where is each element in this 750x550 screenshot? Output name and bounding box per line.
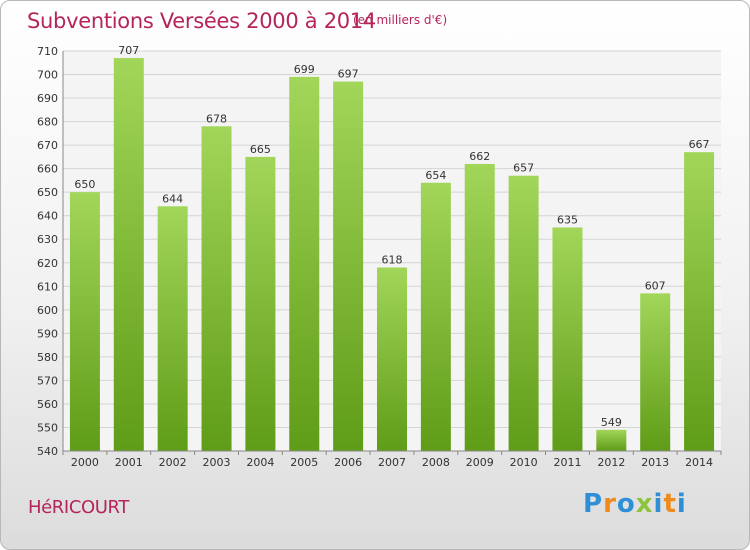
y-tick-label: 590 xyxy=(37,327,58,340)
x-tick-label: 2005 xyxy=(290,456,318,469)
axes: 540 550 560 570 580 590 600 610 620 630 640 650 660 6… xyxy=(37,45,722,469)
x-tick-label: 2012 xyxy=(597,456,625,469)
bar-2010 xyxy=(508,175,539,452)
bar-2009 xyxy=(464,163,495,452)
bar-2000 xyxy=(69,192,100,452)
x-tick-label: 2008 xyxy=(422,456,450,469)
x-tick-label: 2014 xyxy=(685,456,713,469)
bars: 650 707 644 678 665 699 697 618 654 662 657 635 549 6… xyxy=(69,44,715,452)
data-label: 678 xyxy=(206,112,227,125)
bar-2002 xyxy=(157,206,188,451)
logo-letter: o xyxy=(616,489,636,519)
bar-2014 xyxy=(684,152,715,452)
x-tick-label: 2007 xyxy=(378,456,406,469)
bar-2003 xyxy=(201,126,232,451)
data-label: 697 xyxy=(338,68,359,81)
y-tick-label: 570 xyxy=(37,374,58,387)
x-tick-label: 2000 xyxy=(71,456,99,469)
bar-2011 xyxy=(552,227,583,451)
y-tick-label: 540 xyxy=(37,445,58,458)
y-tick-label: 640 xyxy=(37,210,58,223)
logo-letter: r xyxy=(603,489,617,519)
data-label: 662 xyxy=(469,150,490,163)
bar-2007 xyxy=(377,267,407,451)
data-label: 654 xyxy=(425,169,446,182)
y-tick-label: 580 xyxy=(37,351,58,364)
logo-letter: i xyxy=(676,489,687,519)
x-tick-label: 2011 xyxy=(553,456,581,469)
data-label: 549 xyxy=(601,416,622,429)
y-tick-label: 650 xyxy=(37,186,58,199)
logo-letter: x xyxy=(635,489,654,519)
y-tick-label: 690 xyxy=(37,92,58,105)
bar-2004 xyxy=(245,156,276,451)
x-tick-label: 2004 xyxy=(246,456,274,469)
data-label: 665 xyxy=(250,143,271,156)
y-tick-label: 710 xyxy=(37,45,58,58)
data-label: 635 xyxy=(557,213,578,226)
y-tick-label: 560 xyxy=(37,398,58,411)
chart-title: Subventions Versées 2000 à 2014 xyxy=(27,9,376,33)
y-tick-label: 550 xyxy=(37,421,58,434)
bar-2005 xyxy=(289,76,320,451)
data-label: 607 xyxy=(645,279,666,292)
proxiti-logo: Proxiti xyxy=(583,489,687,519)
x-tick-label: 2001 xyxy=(115,456,143,469)
data-label: 699 xyxy=(294,63,315,76)
y-tick-label: 660 xyxy=(37,163,58,176)
y-tick-label: 620 xyxy=(37,257,58,270)
y-tick-label: 700 xyxy=(37,69,58,82)
x-tick-label: 2003 xyxy=(203,456,231,469)
chart-subtitle: (en milliers d'€) xyxy=(353,13,448,27)
x-tick-label: 2010 xyxy=(510,456,538,469)
bar-2012 xyxy=(596,429,627,451)
y-tick-label: 630 xyxy=(37,233,58,246)
logo-letter: i xyxy=(653,489,664,519)
y-tick-label: 680 xyxy=(37,116,58,129)
data-label: 618 xyxy=(382,253,403,266)
data-label: 650 xyxy=(74,178,95,191)
y-tick-label: 610 xyxy=(37,280,58,293)
x-tick-label: 2013 xyxy=(641,456,669,469)
data-label: 707 xyxy=(118,44,139,57)
town-name: HéRICOURT xyxy=(28,497,129,518)
data-label: 657 xyxy=(513,162,534,175)
bar-2008 xyxy=(420,182,451,451)
x-tick-label: 2009 xyxy=(466,456,494,469)
logo-letter: t xyxy=(663,489,677,519)
x-tick-label: 2002 xyxy=(159,456,187,469)
bar-2006 xyxy=(333,81,364,452)
y-tick-label: 670 xyxy=(37,139,58,152)
x-tick-label: 2006 xyxy=(334,456,362,469)
data-label: 667 xyxy=(689,138,710,151)
bar-2001 xyxy=(113,58,144,451)
data-label: 644 xyxy=(162,192,183,205)
bar-2013 xyxy=(640,293,671,451)
y-tick-label: 600 xyxy=(37,304,58,317)
logo-letter: P xyxy=(583,489,604,519)
